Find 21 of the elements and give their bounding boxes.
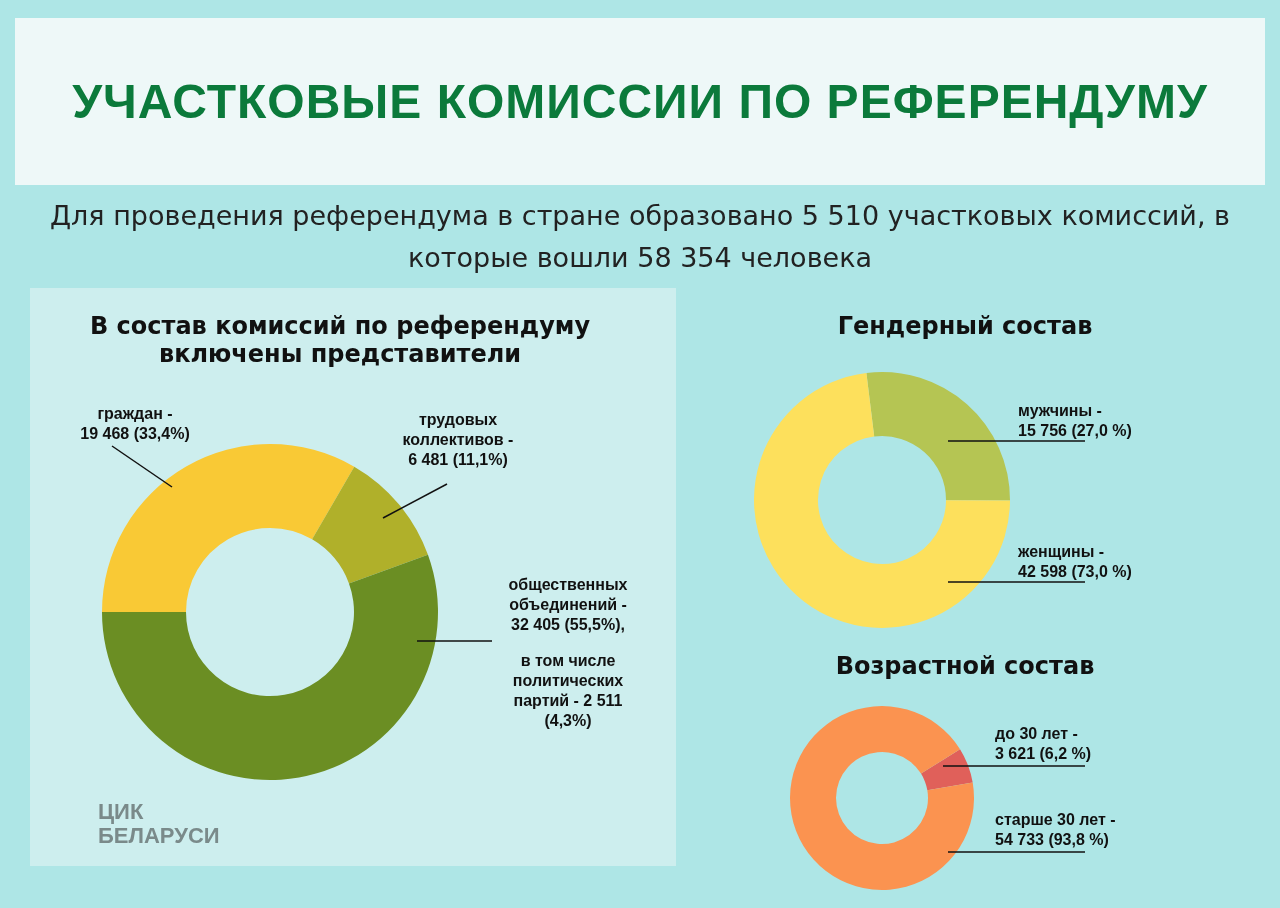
slice-label: общественных объединений - (508, 576, 628, 614)
text: Для проведения референдума в стране образовано 5 510 участковых комиссий, в которые вошли 58 354 человека (49, 199, 1231, 275)
slice-label: до 30 лет - (995, 725, 1078, 743)
text: в том числе политических партий - 2 511 (4,3%) (512, 652, 624, 730)
data-label: 42 598 (73,0 %) (1018, 563, 1132, 581)
chart-title: Гендерный состав (836, 312, 1094, 340)
data-label: 15 756 (27,0 %) (1018, 422, 1132, 440)
chart-title: Возрастной состав (834, 652, 1096, 680)
slice-label: мужчины - (1018, 402, 1102, 420)
text: УЧАСТКОВЫЕ КОМИССИИ ПО РЕФЕРЕНДУМУ (72, 74, 1208, 129)
slice-label: старше 30 лет - (995, 811, 1116, 829)
slice-label: женщины - (1017, 543, 1105, 561)
chart-title: В состав комиссий по референдуму включены представители (88, 312, 592, 368)
text: ЦИК БЕЛАРУСИ (98, 799, 221, 848)
data-label: 32 405 (55,5%), (511, 616, 625, 634)
data-label: 19 468 (33,4%) (80, 425, 190, 443)
slice-label: трудовых коллективов - (402, 411, 514, 449)
slice-label: граждан - (97, 405, 173, 423)
data-label: 6 481 (11,1%) (408, 451, 508, 469)
data-label: 54 733 (93,8 %) (995, 831, 1109, 849)
data-label: 3 621 (6,2 %) (995, 745, 1092, 763)
